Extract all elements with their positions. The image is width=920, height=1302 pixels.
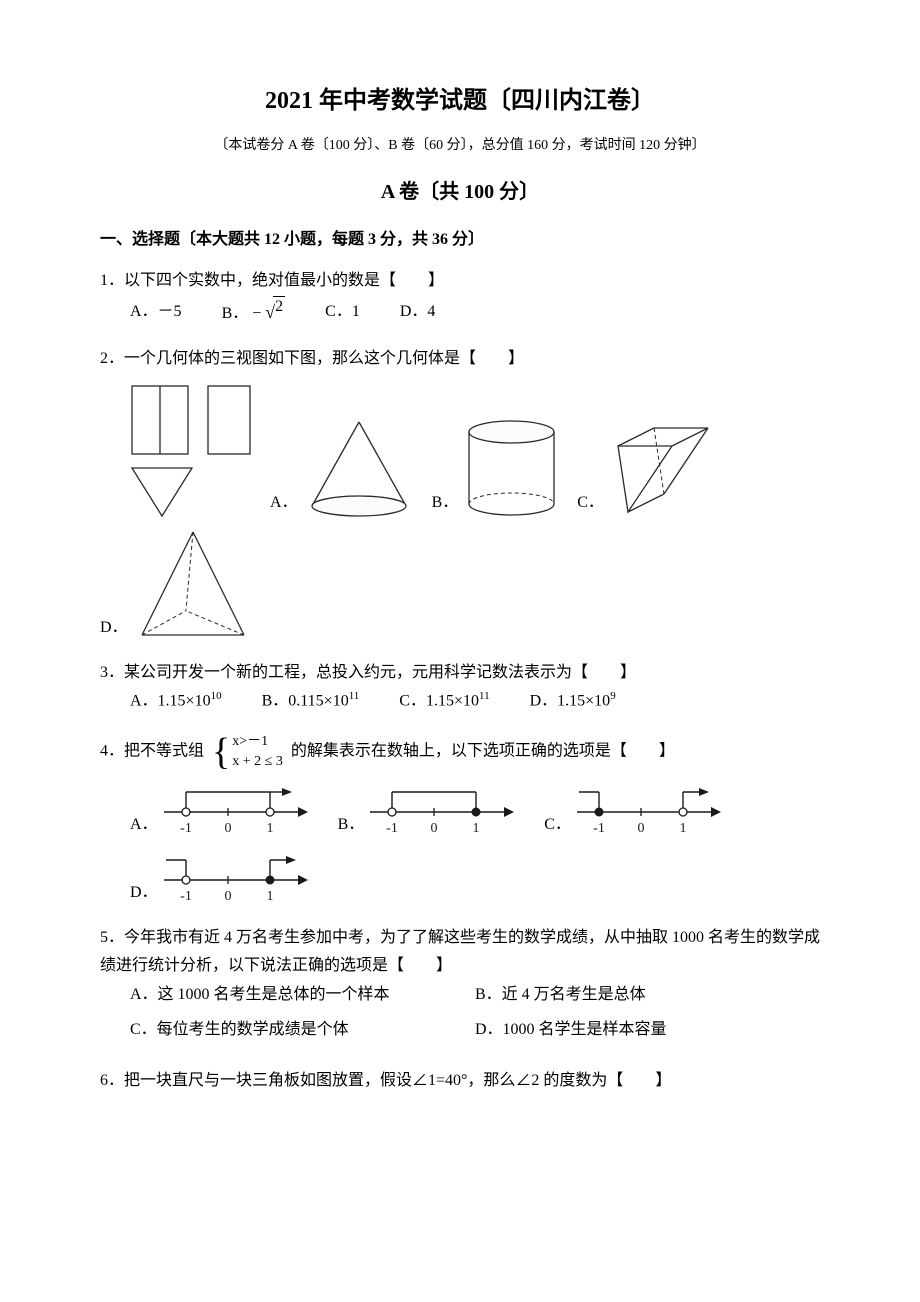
- svg-text:1: 1: [473, 821, 480, 836]
- svg-text:1: 1: [266, 821, 273, 836]
- inequality-line-1: x>－1: [232, 732, 283, 752]
- prism-icon: [610, 418, 720, 518]
- minus-sign: −: [252, 305, 261, 322]
- three-views: [130, 384, 252, 518]
- svg-text:0: 0: [224, 821, 231, 836]
- page-subtitle: 〔本试卷分 A 卷〔100 分〕、B 卷〔60 分〕，总分值 160 分，考试时…: [100, 133, 820, 158]
- options-row: A．1.15×1010 B．0.115×1011 C．1.15×1011 D．1…: [130, 687, 820, 716]
- view-top-icon: [130, 466, 194, 518]
- sqrt-arg: 2: [273, 296, 285, 316]
- three-view-group: A． B． C．: [130, 384, 820, 518]
- option-d: D．1.15×109: [530, 687, 616, 716]
- options-row: A．－5 B． − √2 C．1 D．4: [130, 296, 820, 329]
- svg-text:-1: -1: [180, 889, 192, 904]
- cylinder-icon: [464, 418, 559, 518]
- svg-text:0: 0: [431, 821, 438, 836]
- inequality-line-2: x + 2 ≤ 3: [232, 752, 283, 772]
- tetrahedron-icon: [134, 528, 252, 643]
- numberline-c-icon: -1 0 1: [575, 782, 723, 840]
- options-grid: A．这 1000 名考生是总体的一个样本 B．近 4 万名考生是总体 C．每位考…: [130, 981, 820, 1051]
- option-d-figure: D．: [100, 528, 252, 643]
- svg-text:1: 1: [679, 821, 686, 836]
- option-b: B． − √2: [222, 296, 286, 329]
- view-side-icon: [206, 384, 252, 456]
- option-b-figure: B．: [432, 418, 560, 518]
- question-text: 5．今年我市有近 4 万名考生参加中考，为了了解这些考生的数学成绩，从中抽取 1…: [100, 924, 820, 982]
- option-a-label: A．: [270, 489, 298, 518]
- q4-text-post: 的解集表示在数轴上，以下选项正确的选项是【 】: [291, 743, 675, 760]
- option-c-figure: C．: [577, 418, 720, 518]
- inequality-system: { x>－1 x + 2 ≤ 3: [212, 732, 283, 771]
- numberlines-row-1: A． -1 0 1 B． -1 0 1 C． -1 0 1: [130, 782, 820, 840]
- option-c: C．1: [325, 298, 360, 327]
- svg-text:-1: -1: [593, 821, 605, 836]
- numberline-b-icon: -1 0 1: [368, 782, 516, 840]
- option-a-figure: A．: [270, 418, 414, 518]
- option-d: D．4: [400, 298, 436, 327]
- question-text: 6．把一块直尺与一块三角板如图放置，假设∠1=40°，那么∠2 的度数为【 】: [100, 1067, 820, 1096]
- sqrt-icon: √2: [265, 296, 285, 328]
- svg-text:-1: -1: [386, 821, 398, 836]
- question-5: 5．今年我市有近 4 万名考生参加中考，为了了解这些考生的数学成绩，从中抽取 1…: [100, 924, 820, 1051]
- question-text: 2．一个几何体的三视图如下图，那么这个几何体是【 】: [100, 345, 820, 374]
- question-text: 4．把不等式组 { x>－1 x + 2 ≤ 3 的解集表示在数轴上，以下选项正…: [100, 732, 820, 771]
- q4-text-pre: 4．把不等式组: [100, 743, 204, 760]
- question-6: 6．把一块直尺与一块三角板如图放置，假设∠1=40°，那么∠2 的度数为【 】: [100, 1067, 820, 1096]
- numberlines-row-2: D． -1 0 1: [130, 850, 820, 908]
- left-brace-icon: {: [212, 733, 230, 771]
- section-title: A 卷〔共 100 分〕: [100, 174, 820, 210]
- option-a: A．1.15×1010: [130, 687, 222, 716]
- numberline-a-icon: -1 0 1: [162, 782, 310, 840]
- page-title: 2021 年中考数学试题〔四川内江卷〕: [100, 80, 820, 123]
- question-4: 4．把不等式组 { x>－1 x + 2 ≤ 3 的解集表示在数轴上，以下选项正…: [100, 732, 820, 907]
- question-text: 3．某公司开发一个新的工程，总投入约元，元用科学记数法表示为【 】: [100, 659, 820, 688]
- cone-icon: [304, 418, 414, 518]
- numberline-d-icon: -1 0 1: [162, 850, 310, 908]
- option-c: C．每位考生的数学成绩是个体: [130, 1016, 475, 1045]
- question-1: 1．以下四个实数中，绝对值最小的数是【 】 A．－5 B． − √2 C．1 D…: [100, 267, 820, 329]
- option-b-label: B．: [432, 489, 459, 518]
- option-d-label: D．: [100, 614, 128, 643]
- option-c-label: C．: [544, 811, 571, 840]
- view-front-icon: [130, 384, 190, 456]
- option-c-label: C．: [577, 489, 604, 518]
- option-d: D．1000 名学生是样本容量: [475, 1016, 820, 1045]
- option-b-label: B．: [338, 811, 365, 840]
- svg-text:-1: -1: [180, 821, 192, 836]
- svg-text:0: 0: [637, 821, 644, 836]
- svg-text:1: 1: [266, 889, 273, 904]
- question-3: 3．某公司开发一个新的工程，总投入约元，元用科学记数法表示为【 】 A．1.15…: [100, 659, 820, 717]
- option-b: B．0.115×1011: [262, 687, 360, 716]
- svg-text:0: 0: [224, 889, 231, 904]
- option-a-label: A．: [130, 811, 158, 840]
- option-b-prefix: B．: [222, 305, 249, 322]
- option-a: A．这 1000 名考生是总体的一个样本: [130, 981, 475, 1010]
- option-b: B．近 4 万名考生是总体: [475, 981, 820, 1010]
- option-c: C．1.15×1011: [399, 687, 489, 716]
- option-d-label: D．: [130, 879, 158, 908]
- question-2: 2．一个几何体的三视图如下图，那么这个几何体是【 】 A． B． C． D．: [100, 345, 820, 643]
- section-header: 一、选择题〔本大题共 12 小题，每题 3 分，共 36 分〕: [100, 226, 820, 255]
- option-a: A．－5: [130, 298, 182, 327]
- question-text: 1．以下四个实数中，绝对值最小的数是【 】: [100, 267, 820, 296]
